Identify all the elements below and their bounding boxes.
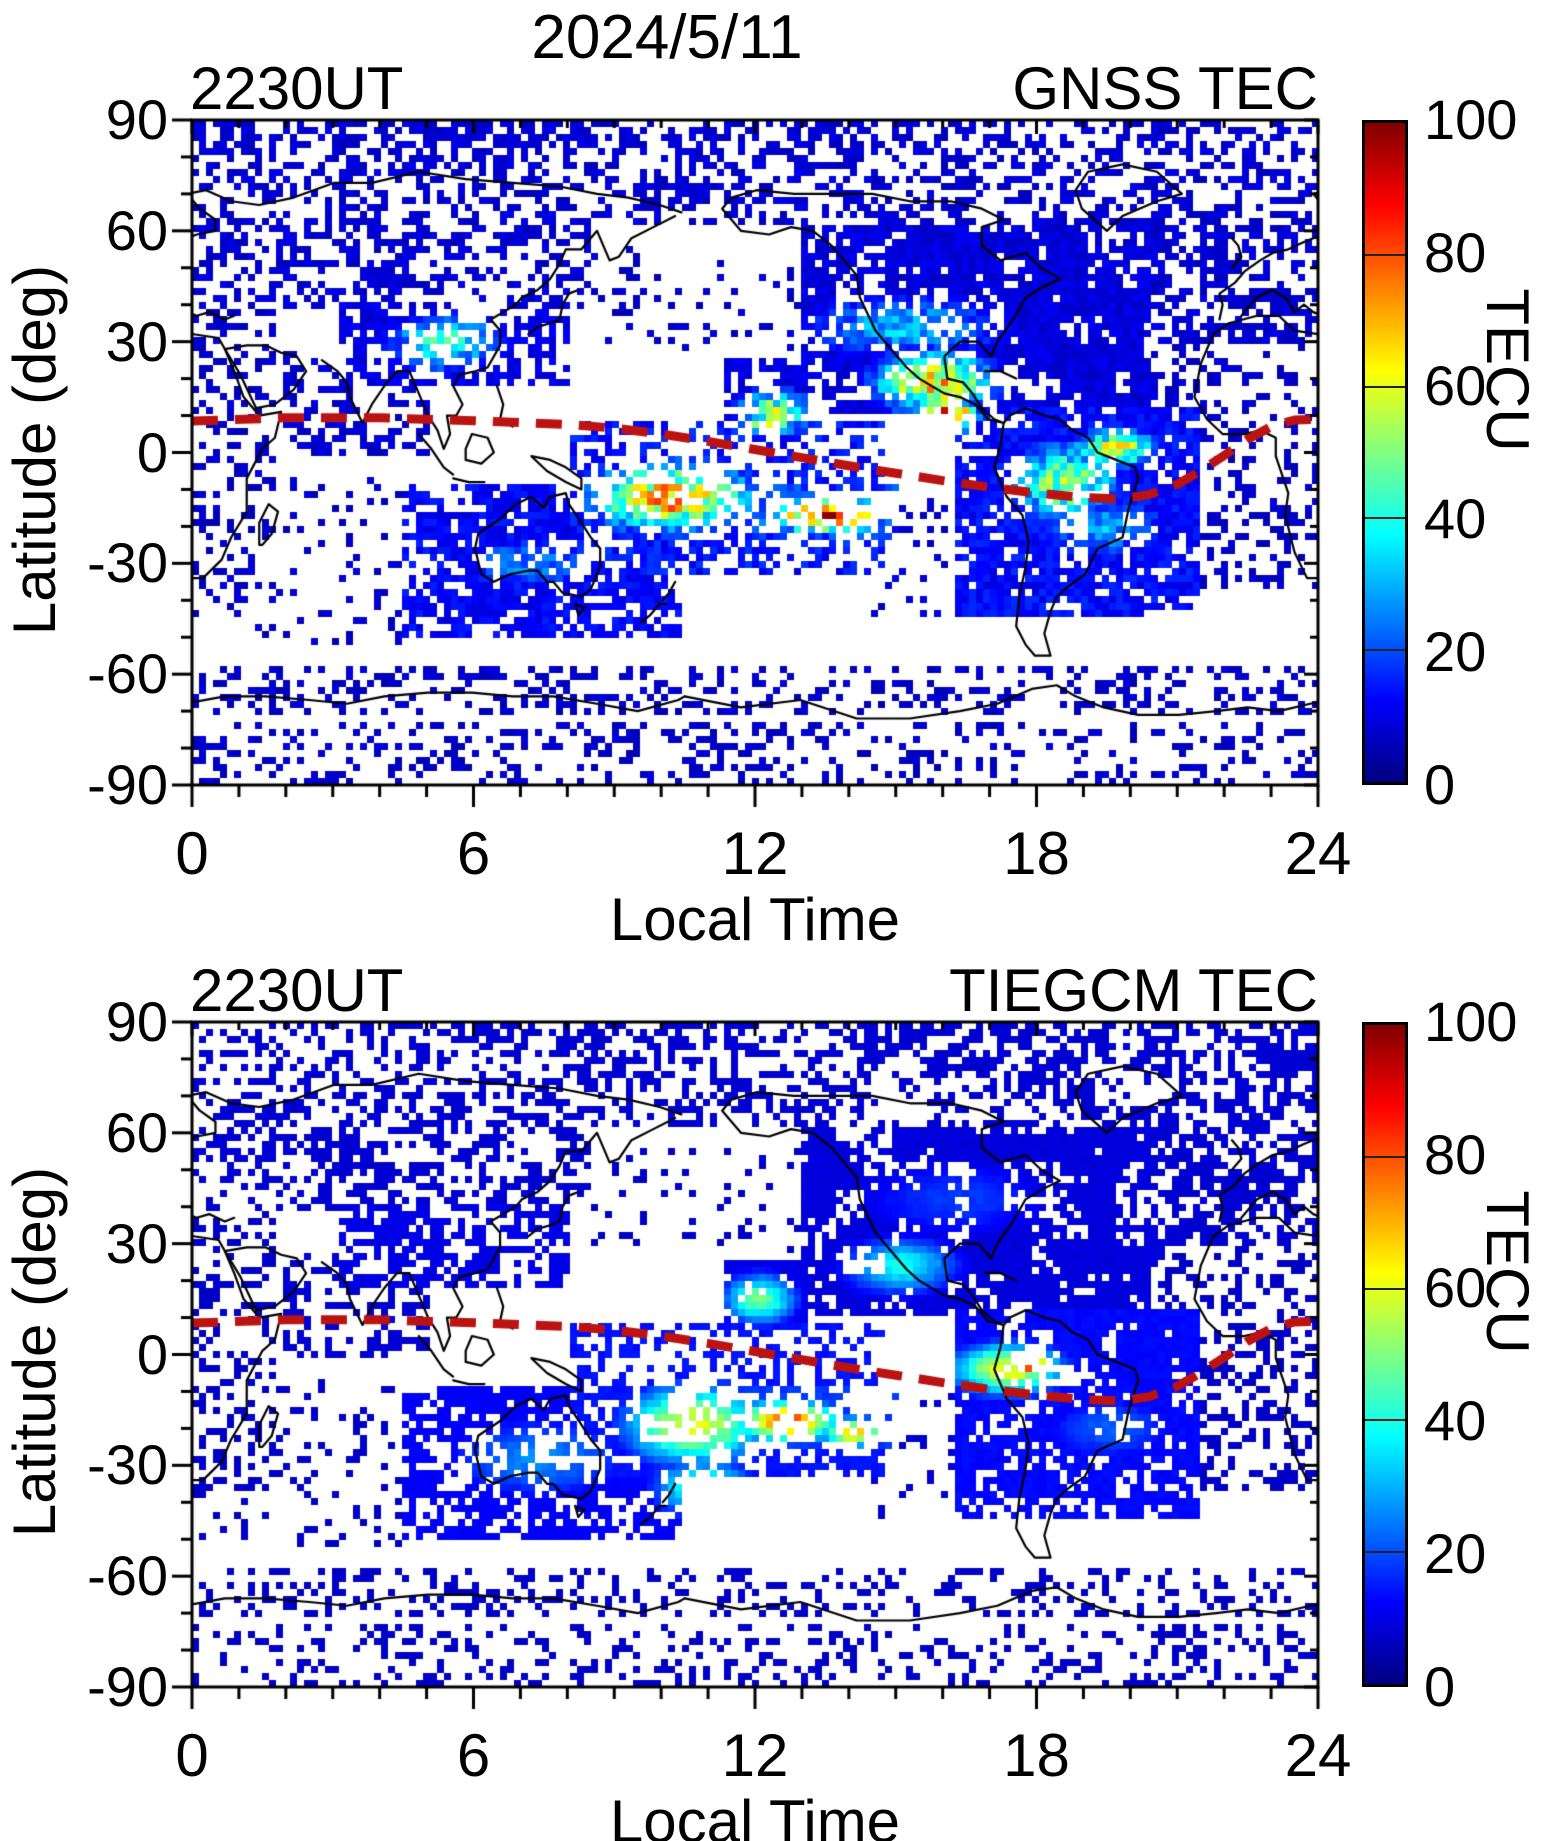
- y-tick-label: -60: [87, 642, 168, 706]
- y-tick-label: 90: [105, 990, 168, 1053]
- figure-title: 2024/5/11: [531, 3, 803, 72]
- gnss-colorbar: [1362, 120, 1408, 785]
- colorbar-tick-label: 60: [1424, 1256, 1487, 1319]
- x-tick-label: 0: [175, 820, 209, 887]
- x-tick-label: 12: [721, 820, 789, 887]
- colorbar-tick-label: 60: [1424, 354, 1487, 417]
- colorbar-tick-label: 100: [1424, 88, 1518, 151]
- gnss-colorbar-label: TECU: [1474, 288, 1542, 452]
- colorbar-tick-label: 0: [1424, 1655, 1456, 1718]
- colorbar-gridline: [1365, 1419, 1405, 1422]
- colorbar-tick-label: 0: [1424, 753, 1456, 816]
- y-tick-label: 30: [105, 309, 168, 373]
- x-tick-label: 6: [456, 1722, 491, 1789]
- x-tick-label: 24: [1284, 820, 1352, 887]
- y-tick-label: 60: [105, 1100, 168, 1164]
- x-tick-label: 0: [175, 1722, 209, 1789]
- x-tick-label: 18: [1003, 1722, 1070, 1789]
- colorbar-gridline: [1365, 1155, 1405, 1158]
- x-tick-label: 12: [721, 1722, 789, 1789]
- colorbar-tick-label: 80: [1424, 1123, 1487, 1186]
- y-tick-label: 90: [105, 88, 168, 151]
- y-tick-label: 30: [105, 1211, 168, 1275]
- y-tick-label: 60: [105, 198, 168, 262]
- tiegcm-x-axis-label: Local Time: [609, 1788, 901, 1841]
- colorbar-tick-label: 20: [1424, 1522, 1487, 1585]
- y-tick-label: -30: [87, 1433, 168, 1497]
- tiegcm-product-label: TIEGCM TEC: [949, 957, 1318, 1024]
- y-tick-label: -90: [87, 1655, 168, 1718]
- tiegcm-map-canvas: [150, 1012, 1350, 1712]
- colorbar-gridline: [1365, 517, 1405, 520]
- y-tick-label: 0: [136, 1322, 168, 1386]
- colorbar-gridline: [1365, 1551, 1405, 1554]
- x-tick-label: 24: [1284, 1722, 1352, 1789]
- colorbar-gridline: [1365, 385, 1405, 388]
- colorbar-gridline: [1365, 1287, 1405, 1290]
- tiegcm-colorbar-label: TECU: [1474, 1190, 1542, 1354]
- gnss-y-axis-label: Latitude (deg): [0, 264, 68, 636]
- x-tick-label: 6: [456, 820, 491, 887]
- colorbar-tick-label: 100: [1424, 990, 1518, 1053]
- colorbar-tick-label: 80: [1424, 221, 1487, 284]
- gnss-map-canvas: [150, 110, 1350, 810]
- tiegcm-colorbar: [1362, 1022, 1408, 1687]
- colorbar-tick-label: 20: [1424, 620, 1487, 683]
- colorbar-gridline: [1365, 649, 1405, 652]
- colorbar-tick-label: 40: [1424, 487, 1487, 550]
- gnss-x-axis-label: Local Time: [609, 886, 901, 953]
- colorbar-gridline: [1365, 253, 1405, 256]
- x-tick-label: 18: [1003, 820, 1070, 887]
- tiegcm-time-label: 2230UT: [190, 957, 404, 1024]
- colorbar-tick-label: 40: [1424, 1389, 1487, 1452]
- y-tick-label: -90: [87, 753, 168, 816]
- y-tick-label: 0: [136, 420, 168, 484]
- y-tick-label: -30: [87, 531, 168, 595]
- tiegcm-y-axis-label: Latitude (deg): [0, 1166, 68, 1538]
- y-tick-label: -60: [87, 1544, 168, 1608]
